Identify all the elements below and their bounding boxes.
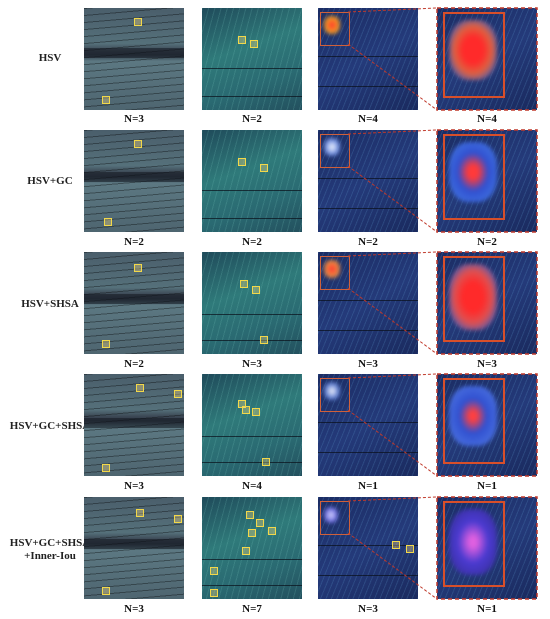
detection-box <box>174 390 182 398</box>
detection-box <box>102 464 110 472</box>
roi-box <box>320 501 350 535</box>
count-caption: N=4 <box>358 113 378 125</box>
panel-heatmap <box>318 252 418 354</box>
detection-box <box>406 545 414 553</box>
count-caption: N=3 <box>358 603 378 615</box>
count-caption: N=3 <box>358 358 378 370</box>
panel-heatmap <box>318 130 418 232</box>
detection-box <box>262 458 270 466</box>
detection-box <box>210 567 218 575</box>
count-caption: N=3 <box>124 480 144 492</box>
row-label-line: HSV <box>38 52 62 64</box>
panel-heatmap <box>318 497 418 599</box>
count-caption: N=3 <box>242 358 262 370</box>
row-label-hsv-shsa: HSV+SHSA <box>6 298 94 311</box>
detection-box <box>240 280 248 288</box>
row-label-hsv: HSV <box>6 52 94 65</box>
roi-box <box>320 12 350 46</box>
detection-box <box>242 547 250 555</box>
panel-heatmap <box>318 8 418 110</box>
count-caption: N=2 <box>477 236 497 248</box>
detection-box <box>238 158 246 166</box>
detection-box <box>104 218 112 226</box>
count-caption: N=2 <box>124 358 144 370</box>
panel-zoom <box>437 374 537 476</box>
panel-infrared <box>84 497 184 599</box>
detection-box <box>102 340 110 348</box>
row-label-line: HSV+SHSA <box>21 298 79 310</box>
zoom-box <box>443 12 505 98</box>
panel-zoom <box>437 130 537 232</box>
panel-infrared <box>84 252 184 354</box>
zoom-box <box>443 256 505 342</box>
roi-box <box>320 378 350 412</box>
count-caption: N=1 <box>477 480 497 492</box>
detection-box <box>252 408 260 416</box>
detection-box <box>248 529 256 537</box>
row-label-line: HSV+GC+SHSA <box>9 420 91 432</box>
detection-box <box>238 36 246 44</box>
detection-box <box>252 286 260 294</box>
count-caption: N=3 <box>124 603 144 615</box>
detection-box <box>246 511 254 519</box>
count-caption: N=1 <box>358 480 378 492</box>
detection-box <box>102 96 110 104</box>
detection-box <box>260 336 268 344</box>
count-caption: N=2 <box>124 236 144 248</box>
panel-aerial <box>202 8 302 110</box>
row-label-line: +Inner-Iou <box>24 550 76 562</box>
panel-zoom <box>437 252 537 354</box>
detection-box <box>134 140 142 148</box>
count-caption: N=2 <box>242 236 262 248</box>
detection-box <box>256 519 264 527</box>
count-caption: N=3 <box>477 358 497 370</box>
panel-zoom <box>437 8 537 110</box>
detection-box <box>136 384 144 392</box>
zoom-box <box>443 501 505 587</box>
panel-aerial <box>202 252 302 354</box>
row-label-hsv-gc: HSV+GC <box>6 175 94 188</box>
zoom-box <box>443 134 505 220</box>
detection-box <box>242 406 250 414</box>
detection-box <box>392 541 400 549</box>
count-caption: N=7 <box>242 603 262 615</box>
count-caption: N=4 <box>242 480 262 492</box>
detection-box <box>102 587 110 595</box>
detection-box <box>134 18 142 26</box>
roi-box <box>320 256 350 290</box>
panel-aerial <box>202 130 302 232</box>
detection-box <box>136 509 144 517</box>
count-caption: N=2 <box>358 236 378 248</box>
panel-aerial <box>202 374 302 476</box>
panel-aerial <box>202 497 302 599</box>
row-label-line: HSV+GC <box>27 175 73 187</box>
zoom-box <box>443 378 505 464</box>
count-caption: N=2 <box>242 113 262 125</box>
row-label-hsv-gc-shsa: HSV+GC+SHSA <box>6 420 94 433</box>
panel-zoom <box>437 497 537 599</box>
panel-infrared <box>84 8 184 110</box>
detection-box <box>210 589 218 597</box>
detection-box <box>260 164 268 172</box>
count-caption: N=4 <box>477 113 497 125</box>
roi-box <box>320 134 350 168</box>
panel-infrared <box>84 130 184 232</box>
detection-box <box>250 40 258 48</box>
detection-box <box>268 527 276 535</box>
panel-heatmap <box>318 374 418 476</box>
panel-infrared <box>84 374 184 476</box>
row-label-hsv-gc-shsa-inner-iou: HSV+GC+SHSA +Inner-Iou <box>6 537 94 563</box>
count-caption: N=1 <box>477 603 497 615</box>
detection-box <box>134 264 142 272</box>
detection-box <box>174 515 182 523</box>
count-caption: N=3 <box>124 113 144 125</box>
row-label-line: HSV+GC+SHSA <box>9 537 91 549</box>
